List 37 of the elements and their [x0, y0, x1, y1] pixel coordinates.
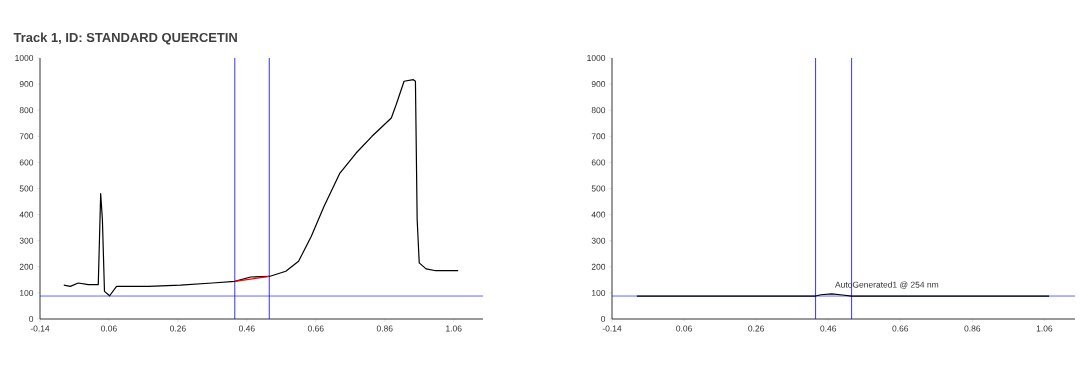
x-tick-label: 0.26 [169, 325, 186, 332]
y-tick-label: 600 [591, 159, 606, 166]
y-tick-label: 700 [591, 133, 606, 140]
y-tick-label: 1000 [15, 55, 34, 61]
y-tick-label: 800 [19, 107, 34, 114]
x-tick-label: 0.66 [892, 325, 909, 332]
y-tick-label: 900 [591, 81, 606, 88]
y-tick-label: 1000 [587, 55, 606, 61]
x-tick-label: 1.06 [446, 325, 462, 332]
y-tick-label: 200 [19, 263, 34, 270]
x-tick-label: 0.06 [676, 325, 692, 332]
y-tick-label: 900 [19, 81, 34, 88]
y-tick-label: 700 [19, 133, 34, 140]
chart-title: Track 1, ID: STANDARD QUERCETIN [13, 32, 237, 45]
x-tick-label: 0.86 [376, 325, 393, 332]
x-tick-label: 0.86 [964, 325, 981, 332]
y-tick-label: 600 [19, 159, 34, 166]
x-tick-label: 0.26 [748, 325, 765, 332]
x-tick-label: 0.46 [820, 325, 837, 332]
x-tick-label: -0.14 [602, 325, 622, 332]
y-tick-label: 500 [591, 185, 606, 192]
y-tick-label: 500 [19, 185, 34, 192]
x-tick-label: 1.06 [1036, 325, 1053, 332]
y-tick-label: 0 [29, 316, 34, 322]
x-tick-label: 0.66 [307, 325, 324, 332]
x-tick-label: -0.14 [30, 325, 50, 332]
y-tick-label: 300 [19, 237, 34, 244]
y-tick-label: 400 [591, 211, 606, 218]
y-tick-label: 200 [591, 263, 606, 270]
y-tick-label: 400 [19, 211, 34, 218]
y-tick-label: 100 [19, 289, 34, 296]
y-tick-label: 300 [591, 237, 606, 244]
y-tick-label: 800 [591, 107, 606, 114]
x-tick-label: 0.06 [101, 325, 117, 332]
y-tick-label: 100 [592, 289, 606, 296]
x-tick-label: 0.46 [238, 325, 255, 332]
y-tick-label: 0 [601, 316, 606, 322]
